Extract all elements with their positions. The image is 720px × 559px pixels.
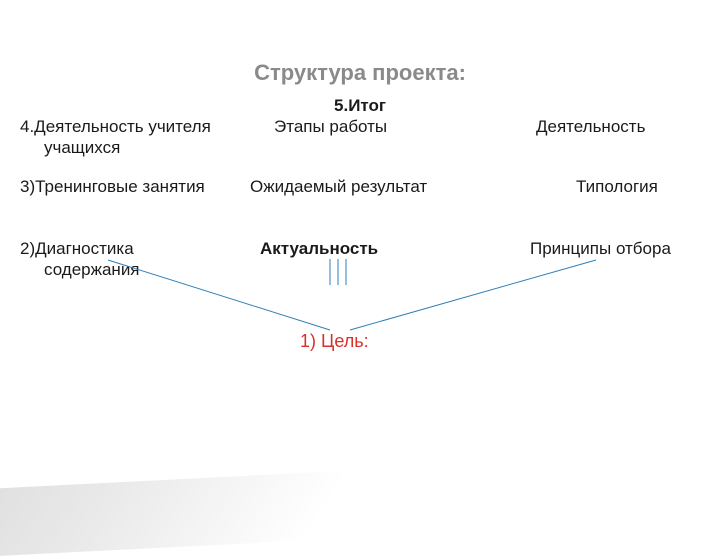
node-content: содержания bbox=[44, 259, 140, 280]
decor-corner bbox=[0, 471, 349, 559]
node-activity: Деятельность bbox=[536, 116, 645, 137]
node-training: 3)Тренинговые занятия bbox=[20, 176, 205, 197]
node-typology: Типология bbox=[576, 176, 658, 197]
node-stages: Этапы работы bbox=[274, 116, 387, 137]
node-principles: Принципы отбора bbox=[530, 238, 671, 259]
node-diagnostics: 2)Диагностика bbox=[20, 238, 134, 259]
node-itog: 5.Итог bbox=[0, 95, 720, 116]
node-teacher-activity: 4.Деятельность учителя bbox=[20, 116, 211, 137]
node-students: учащихся bbox=[44, 137, 120, 158]
page-title: Структура проекта: bbox=[0, 60, 720, 86]
node-relevance: Актуальность bbox=[260, 238, 378, 259]
node-goal: 1) Цель: bbox=[300, 330, 369, 353]
node-expected-result: Ожидаемый результат bbox=[250, 176, 427, 197]
